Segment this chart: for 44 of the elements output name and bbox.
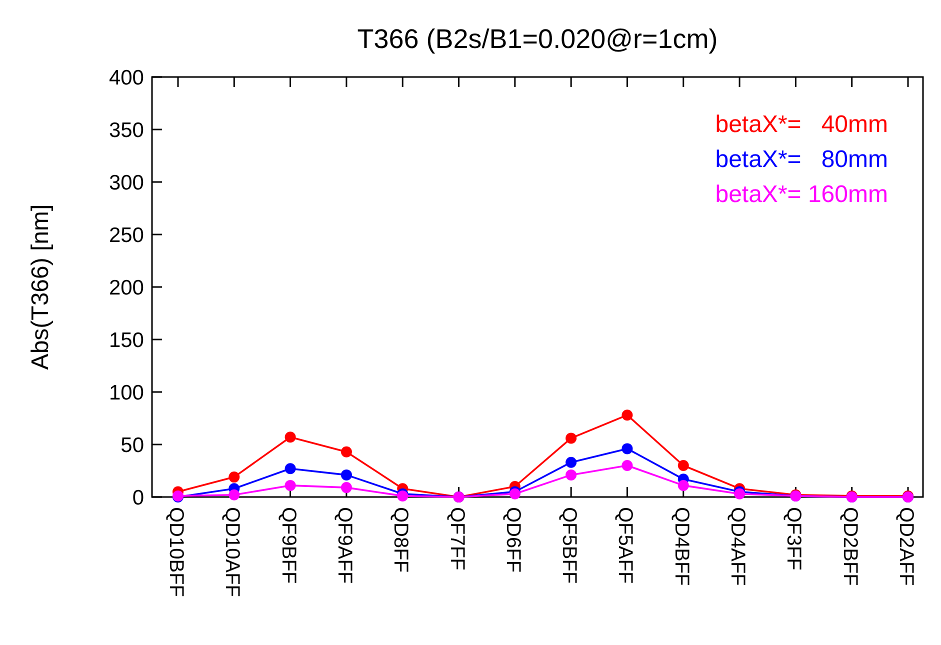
- text: betaX*= 160mm: [715, 181, 888, 208]
- y-tick-label: 400: [108, 66, 144, 90]
- point: [566, 469, 577, 480]
- text: betaX*= 80mm: [715, 146, 888, 173]
- point: [566, 456, 577, 468]
- x-tick-label: QD4BFF: [670, 507, 692, 586]
- point: [340, 469, 352, 480]
- point: [622, 443, 633, 454]
- point: [622, 460, 633, 471]
- x-tick-label: QF7FF: [446, 507, 468, 570]
- point: [678, 460, 689, 471]
- point: [284, 480, 296, 491]
- y-tick-label: 250: [108, 224, 144, 247]
- point: [622, 410, 633, 421]
- y-tick-label: 0: [132, 486, 144, 510]
- x-tick-label: QF5BFF: [558, 507, 580, 584]
- x-tick-label: QD6FF: [502, 507, 524, 573]
- x-tick-label: QD2AFF: [895, 507, 917, 586]
- x-tick-label: QD10BFF: [165, 507, 187, 598]
- y-tick-label: 300: [108, 171, 144, 194]
- y-tick-label: 200: [108, 276, 144, 300]
- x-tick-label: QF3FF: [782, 507, 805, 570]
- x-tick-label: QD4AFF: [726, 507, 749, 586]
- point: [284, 432, 296, 443]
- x-tick-label: QF9BFF: [277, 507, 300, 584]
- x-tick-label: QD10AFF: [221, 507, 244, 598]
- y-axis-title: Abs(T366) [nm]: [27, 204, 54, 370]
- point: [678, 480, 689, 491]
- y-tick-label: 150: [108, 328, 144, 352]
- x-tick-label: QF5AFF: [614, 507, 636, 584]
- text: betaX*= 40mm: [715, 111, 888, 138]
- point: [228, 489, 240, 500]
- point: [566, 432, 577, 444]
- point: [284, 463, 296, 474]
- point: [228, 472, 240, 483]
- x-tick-label: QD8FF: [390, 507, 412, 573]
- x-tick-label: QF9AFF: [333, 507, 356, 584]
- y-tick-label: 350: [108, 118, 144, 142]
- point: [340, 446, 352, 458]
- y-tick-label: 50: [120, 434, 144, 457]
- x-tick-label: QD2BFF: [838, 507, 861, 586]
- chart-title: T366 (B2s/B1=0.020@r=1cm): [357, 24, 718, 54]
- point: [340, 482, 352, 494]
- y-tick-label: 100: [108, 381, 144, 404]
